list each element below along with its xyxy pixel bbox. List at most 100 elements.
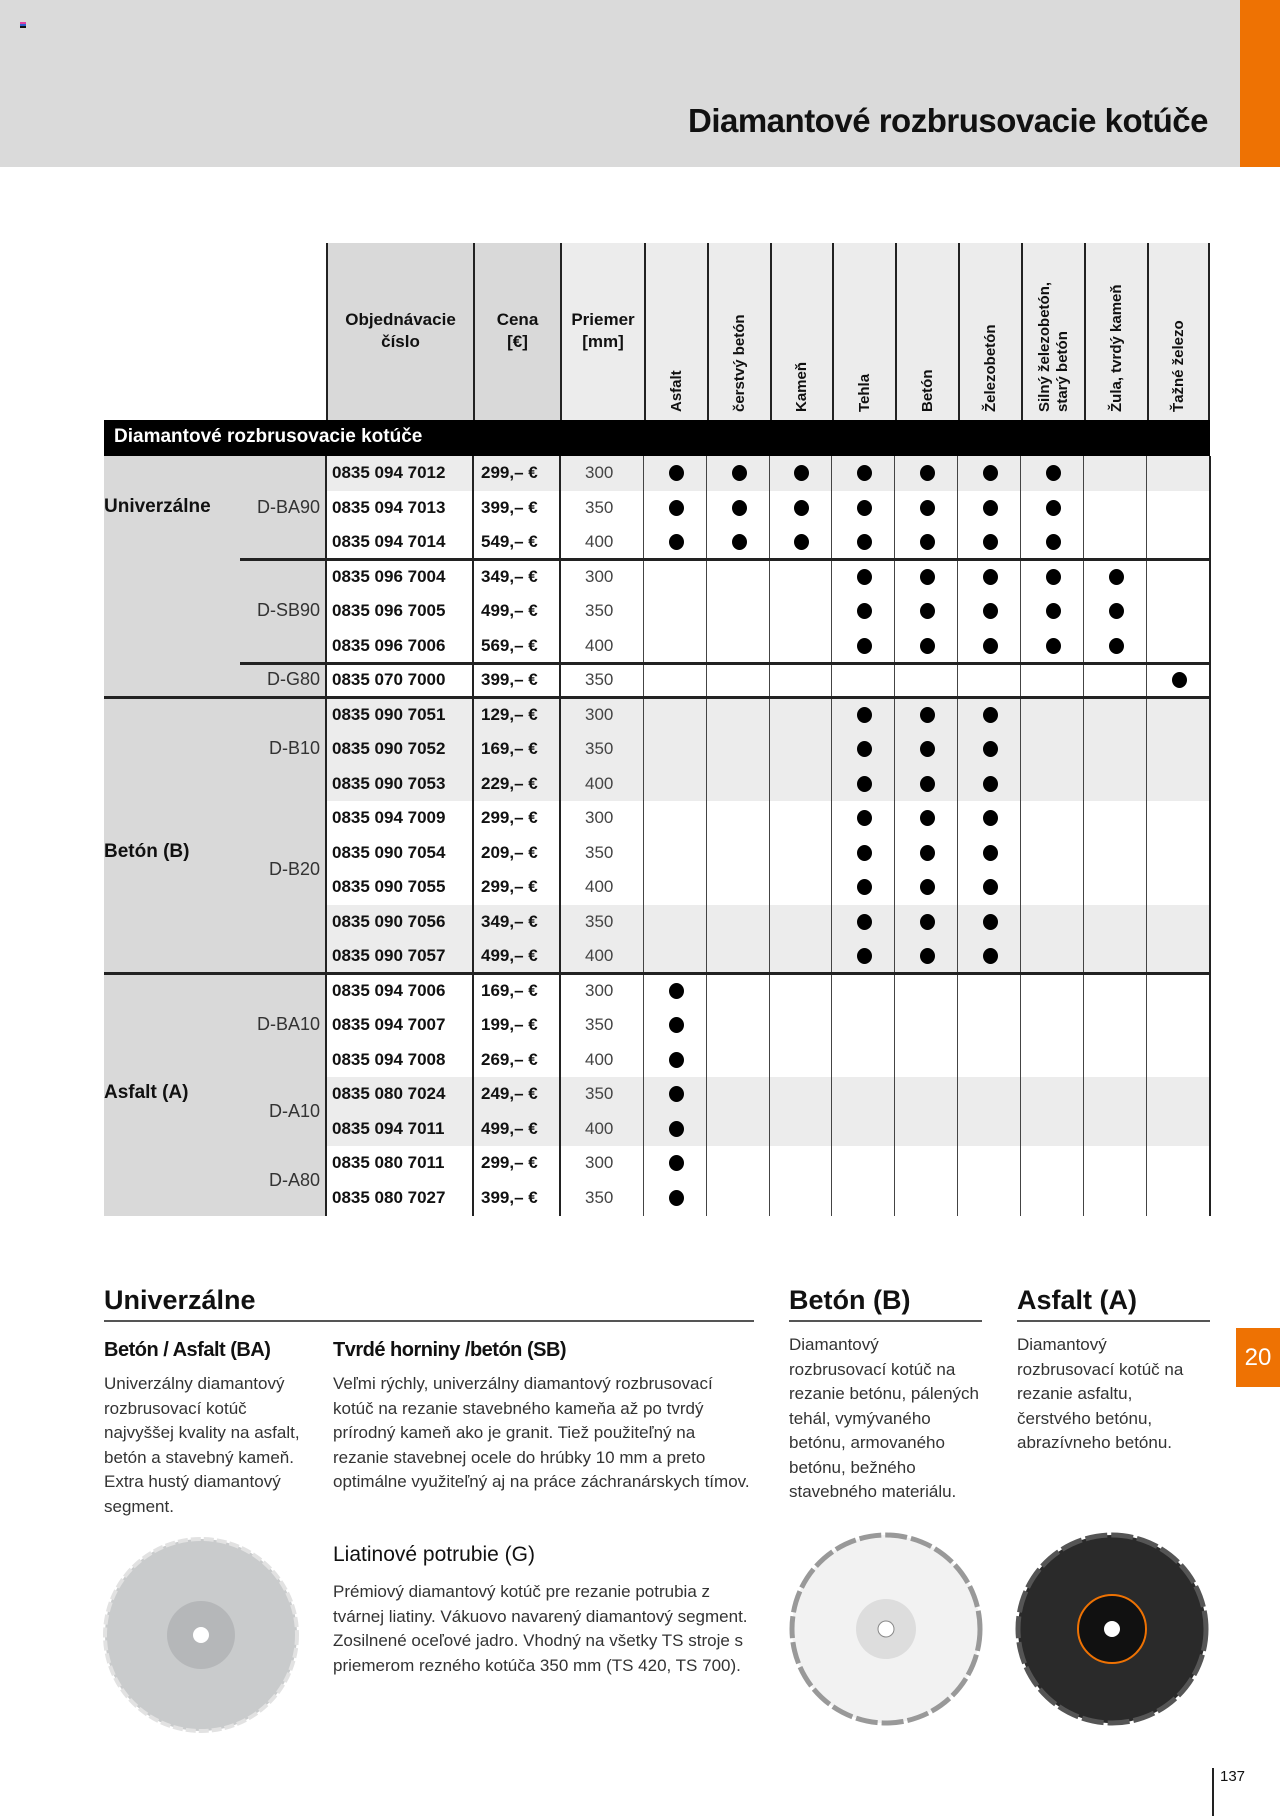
price: 399,– €	[481, 670, 538, 689]
price: 249,– €	[481, 1084, 538, 1103]
column-header-label: Ťažné železo	[1169, 320, 1187, 412]
model-label: D-B10	[268, 738, 320, 759]
model-label: D-SB90	[256, 600, 320, 621]
g-text: Prémiový diamantový kotúč pre rezanie po…	[333, 1582, 748, 1675]
table-section-title: Diamantové rozbrusovacie kotúče	[104, 420, 1210, 456]
ba-text: Univerzálny diamantový rozbrusovací kotú…	[104, 1374, 300, 1516]
table-row: 0835 094 7007 199,– € 350	[326, 1008, 1210, 1043]
group-divider	[104, 972, 1210, 975]
diameter: 300	[585, 704, 614, 724]
price: 399,– €	[481, 497, 538, 517]
suitability-dot	[919, 879, 935, 895]
diameter: 400	[585, 877, 614, 896]
page-number: 137	[1212, 1768, 1245, 1816]
suitability-dot	[856, 810, 872, 826]
column-header-material: Asfalt	[644, 243, 707, 420]
suitability-dot	[982, 810, 998, 826]
column-divider	[325, 456, 327, 1216]
suitability-dot	[919, 913, 935, 930]
suitability-dot	[919, 603, 935, 619]
suitability-dot	[668, 499, 684, 516]
suitability-dot	[794, 465, 809, 481]
column-header-material: Silný železobetón, starý betón	[1021, 243, 1084, 420]
column-header-label: Silný železobetón, starý betón	[1035, 281, 1071, 412]
price: 169,– €	[481, 739, 538, 758]
suitability-dot	[731, 465, 747, 481]
suitability-dot	[668, 1155, 684, 1171]
price: 569,– €	[481, 635, 538, 655]
table-row: 0835 096 7006 569,– € 400	[326, 629, 1210, 664]
table-row: 0835 070 7000 399,– € 350	[326, 663, 1210, 698]
order-number: 0835 094 7006	[332, 980, 446, 1000]
category-column	[104, 456, 326, 1216]
table-row: 0835 094 7006 169,– € 300	[326, 974, 1210, 1009]
table-row: 0835 096 7004 349,– € 300	[326, 560, 1210, 595]
suitability-dot	[1045, 499, 1061, 516]
suitability-dot	[919, 568, 935, 585]
suitability-dot	[856, 465, 872, 481]
suitability-dot	[982, 948, 998, 964]
column-divider	[831, 456, 832, 1216]
table-row: 0835 090 7054 209,– € 350	[326, 836, 1210, 871]
order-number: 0835 090 7055	[332, 877, 446, 896]
suitability-dot	[919, 534, 935, 550]
column-divider	[1209, 456, 1211, 1216]
asphalt-disc-image	[1015, 1532, 1209, 1726]
model-label: D-BA90	[256, 496, 320, 517]
table-row: 0835 096 7005 499,– € 350	[326, 594, 1210, 629]
suitability-dot	[668, 534, 684, 550]
price: 399,– €	[481, 1187, 538, 1207]
order-number: 0835 096 7004	[332, 566, 446, 586]
suitability-dot	[1171, 672, 1187, 688]
column-header-material: čerstvý betón	[707, 243, 770, 420]
sb-text: Veľmi rýchly, univerzálny diamantový roz…	[333, 1374, 750, 1491]
diameter: 350	[585, 601, 614, 620]
suitability-dot	[1108, 603, 1124, 619]
price: 349,– €	[481, 566, 538, 586]
table-row: 0835 094 7011 499,– € 400	[326, 1111, 1210, 1146]
g-heading: Liatinové potrubie (G)	[333, 1543, 535, 1566]
price: 299,– €	[481, 808, 538, 827]
table-row: 0835 094 7014 549,– € 400	[326, 525, 1210, 560]
suitability-dot	[668, 1017, 684, 1033]
order-number: 0835 070 7000	[332, 670, 446, 689]
column-divider	[706, 456, 707, 1216]
order-number: 0835 090 7052	[332, 739, 446, 758]
order-number: 0835 094 7009	[332, 808, 446, 827]
suitability-dot	[856, 603, 872, 619]
accent-bar	[1240, 0, 1280, 167]
order-number: 0835 090 7056	[332, 911, 446, 931]
suitability-dot	[982, 534, 998, 550]
column-header-label: Cena [€]	[496, 310, 539, 351]
column-header-label: Žula, tvrdý kameň	[1107, 284, 1125, 412]
suitability-dot	[982, 913, 998, 930]
table-row: 0835 090 7057 499,– € 400	[326, 939, 1210, 974]
diameter: 400	[585, 946, 614, 965]
table-row: 0835 080 7027 399,– € 350	[326, 1181, 1210, 1216]
suitability-dot	[668, 1086, 684, 1102]
asphalt-heading: Asfalt (A)	[1017, 1285, 1137, 1315]
column-header-material: Žula, tvrdý kameň	[1084, 243, 1147, 420]
suitability-dot	[919, 637, 935, 654]
order-number: 0835 080 7027	[332, 1187, 446, 1207]
divider	[104, 1320, 754, 1322]
suitability-dot	[1045, 465, 1061, 481]
diameter: 300	[585, 566, 614, 586]
suitability-dot	[982, 499, 998, 516]
suitability-dot	[731, 499, 747, 516]
column-divider	[894, 456, 895, 1216]
table-row: 0835 094 7009 299,– € 300	[326, 801, 1210, 836]
group-divider	[240, 558, 1210, 561]
suitability-dot	[856, 568, 872, 585]
price: 299,– €	[481, 463, 538, 482]
column-divider	[472, 456, 474, 1216]
group-divider	[240, 661, 1210, 665]
suitability-dot	[982, 637, 998, 654]
suitability-dot	[856, 879, 872, 895]
suitability-dot	[919, 706, 935, 723]
chapter-tab[interactable]: 20	[1236, 1328, 1280, 1387]
order-number: 0835 094 7014	[332, 532, 446, 551]
price: 499,– €	[481, 601, 538, 620]
column-divider	[1020, 456, 1021, 1216]
suitability-dot	[919, 741, 935, 757]
